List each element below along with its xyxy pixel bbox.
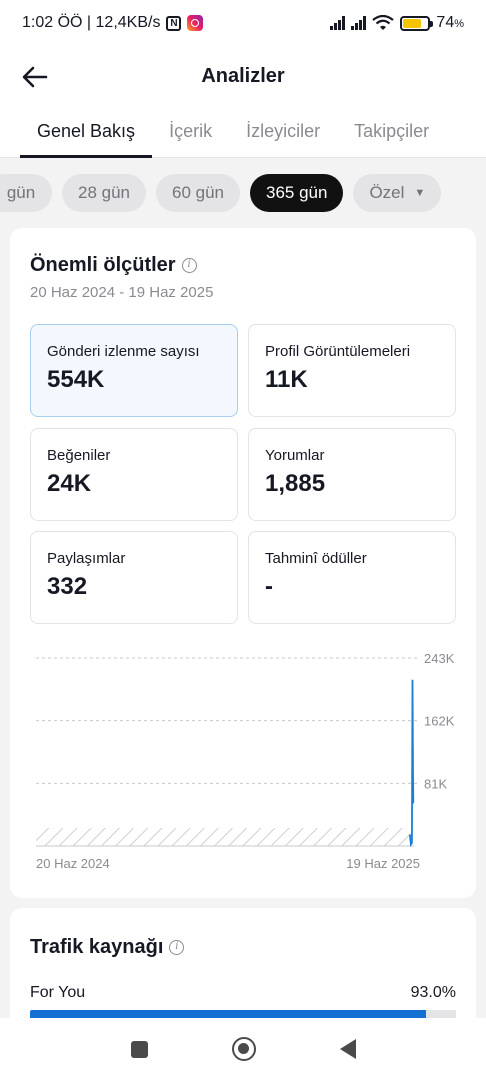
traffic-source-card: Trafik kaynağı i For You 93.0% bbox=[10, 908, 476, 1038]
traffic-progress-fill bbox=[30, 1010, 427, 1020]
signal-icon-2 bbox=[351, 16, 367, 30]
status-right: 74% bbox=[330, 14, 464, 32]
battery-percent-unit: % bbox=[454, 18, 464, 30]
views-line-chart: 243K 162K 81K 20 Haz 2024 19 Haz 2025 bbox=[36, 651, 455, 871]
metric-profile-views[interactable]: Profil Görüntülemeleri 11K bbox=[248, 324, 456, 417]
traffic-source-label: For You bbox=[30, 984, 86, 1001]
caret-down-icon: ▼ bbox=[414, 187, 426, 199]
status-time: 1:02 ÖÖ | 12,4KB/s bbox=[22, 14, 161, 31]
metric-label: Yorumlar bbox=[265, 447, 325, 464]
traffic-source-percent: 93.0% bbox=[410, 984, 456, 1001]
metric-likes[interactable]: Beğeniler 24K bbox=[30, 428, 238, 521]
metric-estimated-rewards[interactable]: Tahminî ödüller - bbox=[248, 531, 456, 624]
date-range-chips: gün 28 gün 60 gün 365 gün Özel ▼ bbox=[0, 158, 486, 228]
key-metrics-title-text: Önemli ölçütler bbox=[30, 254, 176, 276]
chart-no-data-hatch bbox=[36, 828, 410, 846]
battery-icon bbox=[400, 15, 434, 31]
y-tick-label: 243K bbox=[424, 651, 455, 666]
y-tick-label: 81K bbox=[424, 776, 447, 791]
system-nav-bar bbox=[0, 1018, 486, 1080]
tab-bar: Genel Bakış İçerik İzleyiciler Takipçile… bbox=[0, 106, 486, 158]
traffic-title: Trafik kaynağı i bbox=[30, 936, 185, 959]
wifi-icon bbox=[372, 15, 395, 30]
instagram-icon bbox=[187, 15, 204, 31]
metric-value: 24K bbox=[47, 470, 92, 497]
range-chip-60[interactable]: 60 gün bbox=[156, 174, 240, 212]
x-tick-label: 19 Haz 2025 bbox=[346, 856, 420, 871]
metric-value: 554K bbox=[47, 366, 105, 393]
status-bar: 1:02 ÖÖ | 12,4KB/s N 74% bbox=[0, 0, 486, 46]
metric-label: Beğeniler bbox=[47, 447, 111, 464]
status-left: 1:02 ÖÖ | 12,4KB/s N bbox=[22, 14, 204, 32]
triangle-back-icon[interactable] bbox=[339, 1039, 356, 1059]
metric-value: 1,885 bbox=[265, 470, 326, 497]
y-tick-label: 162K bbox=[424, 714, 455, 729]
nfc-icon: N bbox=[166, 15, 182, 31]
chart-y-labels: 243K 162K 81K bbox=[424, 651, 455, 791]
metric-label: Paylaşımlar bbox=[47, 550, 126, 567]
key-metrics-title: Önemli ölçütler i bbox=[30, 254, 197, 277]
metric-shares[interactable]: Paylaşımlar 332 bbox=[30, 531, 238, 624]
range-chip-custom-label: Özel bbox=[369, 183, 405, 202]
tab-followers[interactable]: Takipçiler bbox=[354, 121, 430, 141]
page-title: Analizler bbox=[201, 64, 285, 87]
traffic-title-text: Trafik kaynağı bbox=[30, 936, 164, 958]
tab-viewers[interactable]: İzleyiciler bbox=[246, 121, 321, 141]
range-chip-7[interactable]: gün bbox=[0, 174, 52, 212]
metric-label: Profil Görüntülemeleri bbox=[265, 343, 411, 360]
x-tick-label: 20 Haz 2024 bbox=[36, 856, 110, 871]
range-chip-custom[interactable]: Özel ▼ bbox=[353, 174, 442, 212]
circle-icon[interactable] bbox=[231, 1037, 256, 1061]
chart-x-labels: 20 Haz 2024 19 Haz 2025 bbox=[36, 856, 420, 871]
range-chip-28[interactable]: 28 gün bbox=[62, 174, 146, 212]
metric-value: - bbox=[265, 573, 273, 600]
battery-percent: 74% bbox=[436, 14, 464, 32]
series-line bbox=[409, 679, 415, 848]
traffic-progress-bar bbox=[30, 1010, 456, 1020]
info-icon[interactable]: i bbox=[181, 258, 197, 273]
info-icon[interactable]: i bbox=[169, 940, 185, 955]
square-icon[interactable] bbox=[130, 1040, 148, 1058]
date-range-label: 20 Haz 2024 - 19 Haz 2025 bbox=[30, 284, 214, 301]
battery-fill bbox=[403, 18, 422, 28]
arrow-left-icon[interactable] bbox=[20, 62, 50, 92]
signal-icon bbox=[330, 16, 346, 30]
metric-value: 332 bbox=[47, 573, 88, 600]
key-metrics-card: Önemli ölçütler i 20 Haz 2024 - 19 Haz 2… bbox=[10, 228, 476, 898]
metric-post-views[interactable]: Gönderi izlenme sayısı 554K bbox=[30, 324, 238, 417]
metric-label: Tahminî ödüller bbox=[265, 550, 367, 567]
app-header: Analizler bbox=[0, 46, 486, 106]
chart-grid bbox=[36, 657, 418, 847]
metric-comments[interactable]: Yorumlar 1,885 bbox=[248, 428, 456, 521]
battery-percent-value: 74 bbox=[436, 14, 455, 31]
metric-label: Gönderi izlenme sayısı bbox=[47, 343, 200, 360]
tab-content[interactable]: İçerik bbox=[169, 121, 213, 141]
metric-value: 11K bbox=[265, 366, 308, 393]
range-chip-365[interactable]: 365 gün bbox=[250, 174, 344, 212]
tab-overview[interactable]: Genel Bakış bbox=[20, 106, 153, 158]
